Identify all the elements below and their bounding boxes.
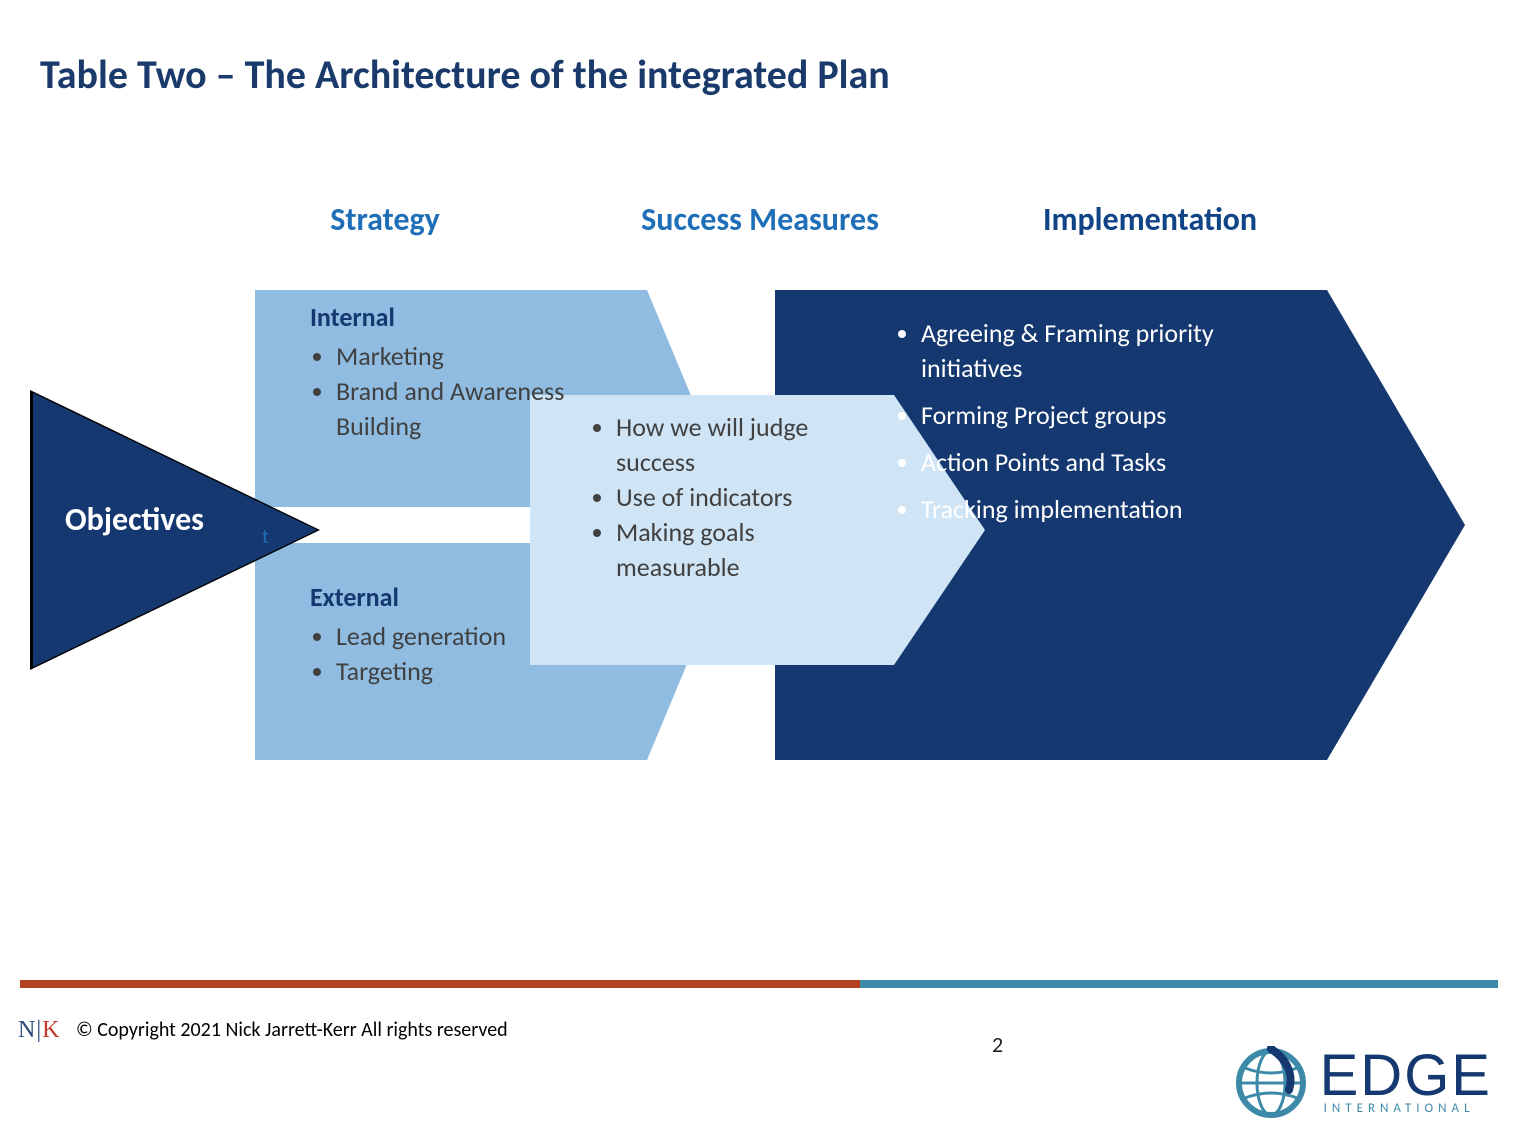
list-item: Agreeing & Framing priority initiatives [921, 316, 1245, 386]
list-item: Tracking implementation [921, 492, 1245, 527]
page-number: 2 [992, 1031, 1003, 1058]
success-text: How we will judge success Use of indicat… [590, 410, 870, 585]
globe-icon [1234, 1046, 1308, 1120]
implementation-text: Agreeing & Framing priority initiatives … [895, 316, 1245, 539]
stray-letter: t [262, 525, 269, 549]
list-item: Action Points and Tasks [921, 445, 1245, 480]
list-item: Marketing [336, 339, 570, 374]
list-item: Targeting [336, 654, 590, 689]
list-item: Brand and Awareness Building [336, 374, 570, 444]
header-strategy: Strategy [260, 200, 510, 239]
external-heading: External [310, 580, 590, 615]
strategy-external: External Lead generation Targeting [310, 580, 590, 689]
footer: N|K © Copyright 2021 Nick Jarrett-Kerr A… [0, 980, 1518, 1140]
list-item: Making goals measurable [616, 515, 870, 585]
slide: Table Two – The Architecture of the inte… [0, 0, 1518, 1140]
strategy-internal: Internal Marketing Brand and Awareness B… [310, 300, 570, 444]
list-item: Forming Project groups [921, 398, 1245, 433]
footer-bar [20, 980, 1498, 988]
header-success: Success Measures [620, 200, 900, 239]
header-implementation: Implementation [1010, 200, 1290, 239]
njk-k: K [42, 1017, 60, 1043]
flow-diagram: Objectives t Internal Marketing Brand an… [30, 290, 1480, 810]
page-title: Table Two – The Architecture of the inte… [40, 50, 1478, 99]
njk-n: N [18, 1017, 36, 1043]
column-headers: Strategy Success Measures Implementation [260, 200, 1290, 239]
internal-heading: Internal [310, 300, 570, 335]
list-item: Use of indicators [616, 480, 870, 515]
objectives-label: Objectives [65, 500, 204, 539]
edge-logo-text: EDGE [1320, 1050, 1492, 1102]
list-item: How we will judge success [616, 410, 870, 480]
edge-logo: EDGE INTERNATIONAL [1234, 1046, 1492, 1120]
edge-logo-subtext: INTERNATIONAL [1324, 1101, 1475, 1116]
list-item: Lead generation [336, 619, 590, 654]
njk-logo: N|K [18, 1017, 61, 1044]
copyright-text: © Copyright 2021 Nick Jarrett-Kerr All r… [76, 1018, 508, 1042]
